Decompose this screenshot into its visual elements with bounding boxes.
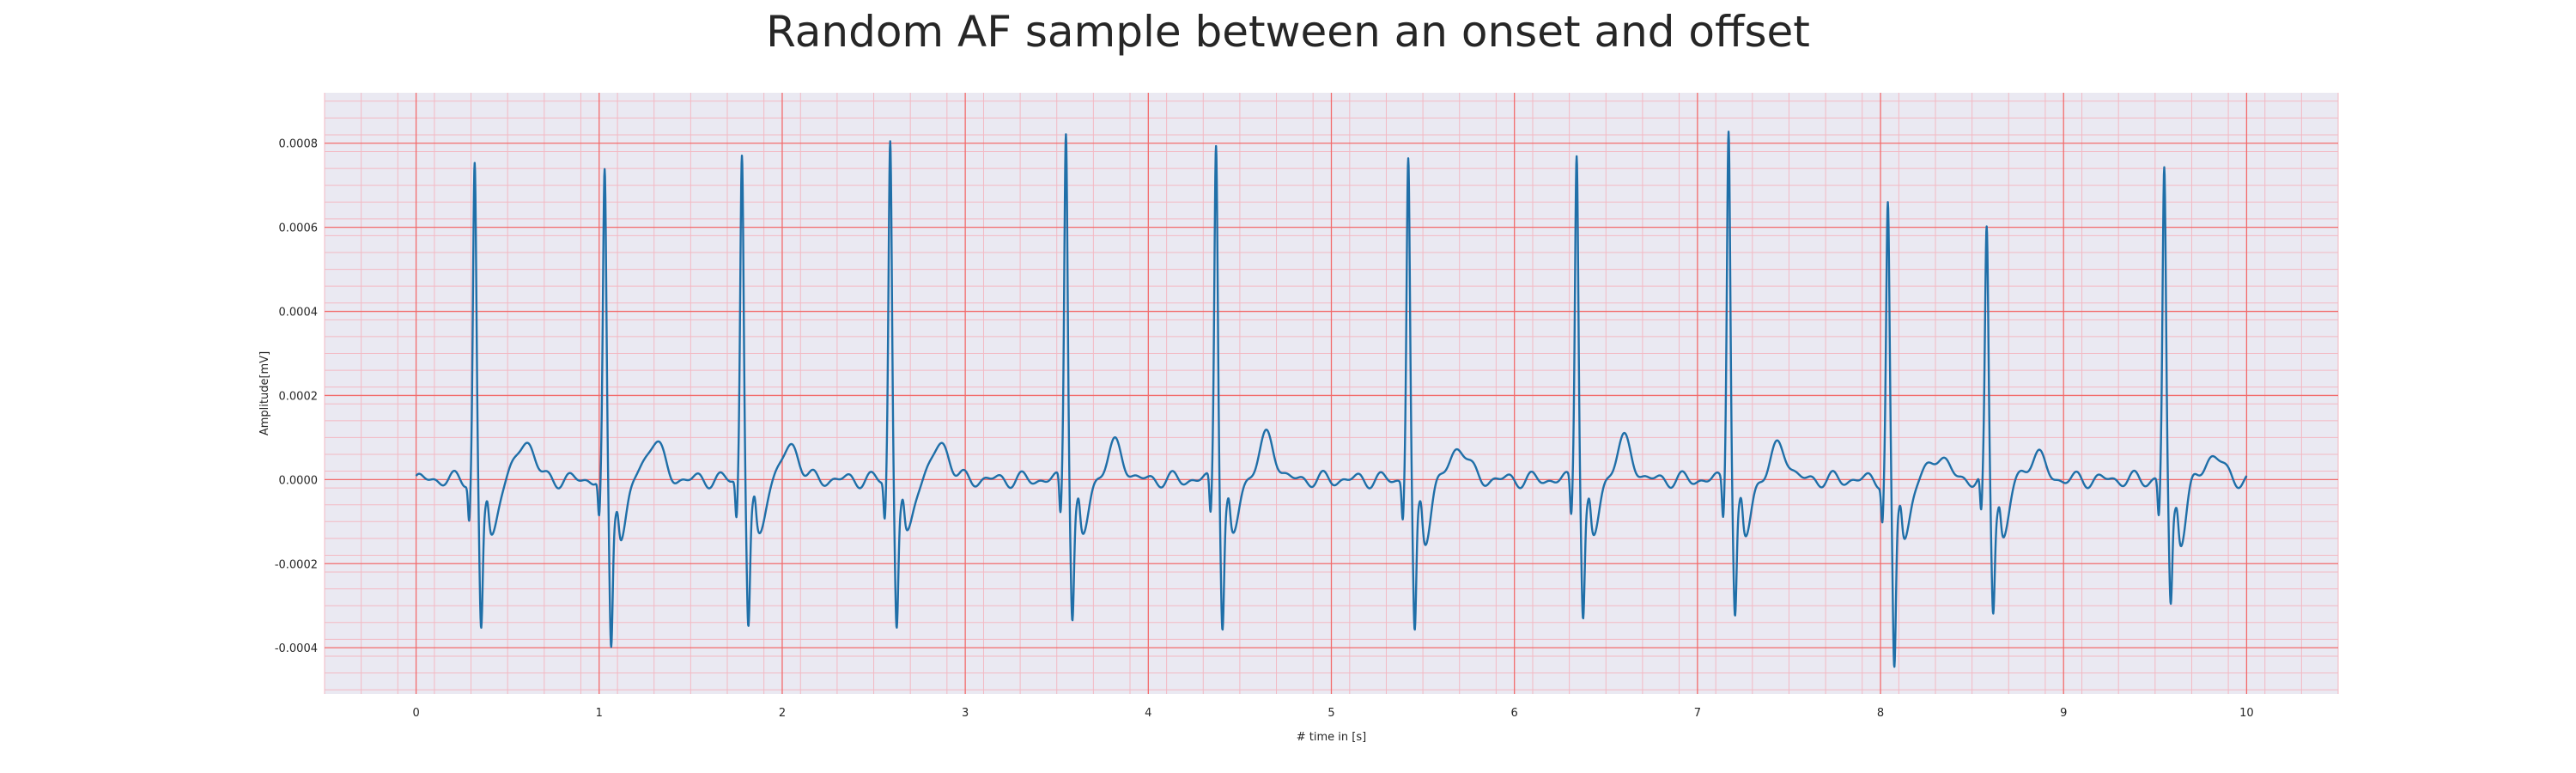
y-tick-label: 0.0002: [279, 390, 319, 403]
y-tick-label: 0.0008: [279, 138, 319, 151]
y-tick-label: 0.0004: [279, 307, 319, 320]
chart-title: Random AF sample between an onset and of…: [766, 7, 1810, 57]
x-tick-labels: 0 1 2 3 4 5 6 7 8 9 10: [412, 707, 2253, 720]
y-tick-label: -0.0004: [275, 642, 318, 655]
y-tick-label: 0.0000: [279, 474, 319, 487]
y-tick-labels: -0.0004 -0.0002 0.0000 0.0002 0.0004 0.0006 0.…: [275, 138, 318, 655]
x-tick-label: 3: [962, 707, 969, 720]
x-tick-label: 5: [1327, 707, 1334, 720]
x-tick-label: 0: [412, 707, 419, 720]
y-tick-label: -0.0002: [275, 558, 318, 571]
x-tick-label: 4: [1145, 707, 1151, 720]
major-grid: [325, 93, 2338, 694]
x-tick-label: 7: [1694, 707, 1701, 720]
x-tick-label: 6: [1511, 707, 1518, 720]
x-axis-label: # time in [s]: [1297, 731, 1366, 744]
x-tick-label: 1: [596, 707, 603, 720]
x-tick-label: 10: [2239, 707, 2254, 720]
x-tick-label: 9: [2060, 707, 2067, 720]
y-axis-label: Amplitude[mV]: [258, 351, 271, 435]
y-tick-label: 0.0006: [279, 222, 319, 235]
x-tick-label: 2: [779, 707, 786, 720]
x-tick-label: 8: [1877, 707, 1884, 720]
ecg-series-line: [415, 131, 2248, 668]
